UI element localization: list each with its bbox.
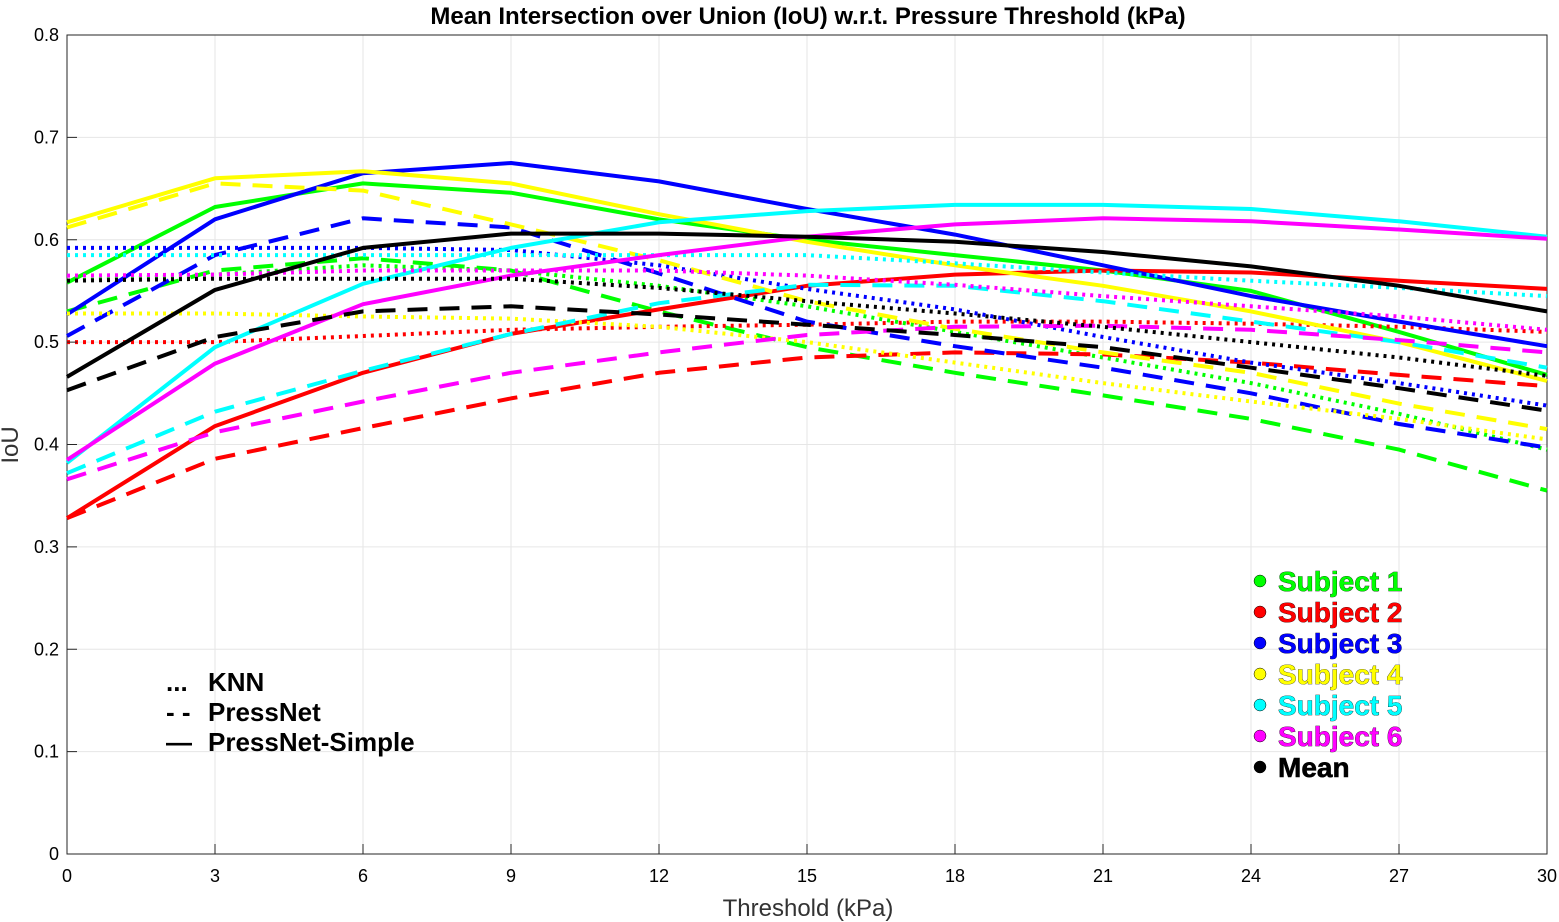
series-line-mean-pressnet: [66, 304, 1548, 413]
style-key-marker: ...: [166, 667, 188, 697]
legend-label: Subject 4: [1278, 659, 1403, 690]
y-axis-label: IoU: [0, 426, 24, 463]
series-line-subject-3-pressnet: [66, 216, 1548, 450]
series-line-subject-5-knn: [67, 253, 1548, 299]
legend-label: Subject 6: [1278, 721, 1402, 752]
series-line-subject-4-pressnet: [66, 181, 1548, 432]
series-line-subject-5-pressnet: [66, 282, 1548, 476]
series-line-subject-3-pressnet-simple: [65, 161, 1548, 349]
x-axis-label: Threshold (kPa): [723, 895, 894, 922]
y-axis-ticks: 0 0.1 0.2 0.3 0.4 0.5 0.6 0.7 0.8: [34, 25, 77, 864]
legend-label: Subject 5: [1278, 690, 1402, 721]
series-line-subject-4-pressnet-simple: [66, 169, 1548, 383]
y-tick-label: 0.4: [34, 435, 59, 455]
legend-marker: [1253, 636, 1267, 650]
y-tick-label: 0.6: [34, 230, 59, 250]
legend-label: Subject 3: [1278, 628, 1402, 659]
y-tick-label: 0.7: [34, 127, 59, 147]
series-line-subject-1-pressnet: [66, 256, 1548, 493]
series-line-subject-6-knn: [66, 268, 1548, 332]
y-tick-label: 0.1: [34, 742, 59, 762]
legend-marker: [1253, 698, 1267, 712]
y-tick-label: 0: [49, 844, 59, 864]
series-line-mean-pressnet-simple: [65, 231, 1548, 379]
style-key-label: KNN: [208, 667, 264, 697]
x-tick-label: 18: [945, 866, 965, 886]
legend-marker: [1253, 574, 1267, 588]
x-axis-ticks: 0 3 6 9 12 15 18 21 24 27 30: [62, 844, 1557, 886]
x-tick-label: 24: [1241, 866, 1261, 886]
legend-marker: [1253, 605, 1267, 619]
y-tick-label: 0.3: [34, 537, 59, 557]
series-line-subject-2-knn: [67, 319, 1548, 345]
legend-marker: [1253, 667, 1267, 681]
series-line-subject-2-pressnet: [66, 350, 1548, 521]
legend-label: Subject 2: [1278, 597, 1402, 628]
style-key-label: PressNet-Simple: [208, 727, 415, 757]
x-tick-label: 0: [62, 866, 72, 886]
series-line-subject-2-pressnet-simple: [65, 268, 1548, 520]
legend-marker: [1253, 729, 1267, 743]
style-key-label: PressNet: [208, 697, 321, 727]
x-tick-label: 3: [210, 866, 220, 886]
x-tick-label: 12: [649, 866, 669, 886]
line-style-key: ... KNN - - PressNet — PressNet-Simple: [166, 667, 415, 757]
series-line-subject-3-knn: [67, 245, 1548, 408]
x-tick-label: 9: [506, 866, 516, 886]
style-key-marker: —: [166, 727, 192, 757]
chart-title: Mean Intersection over Union (IoU) w.r.t…: [430, 3, 1185, 30]
series-lines: [65, 161, 1548, 521]
legend-label: Subject 1: [1278, 566, 1402, 597]
x-tick-label: 21: [1093, 866, 1113, 886]
legend-marker: [1253, 760, 1267, 774]
x-tick-label: 30: [1537, 866, 1557, 886]
y-tick-label: 0.2: [34, 639, 59, 659]
legend-label: Mean: [1278, 752, 1350, 783]
y-tick-label: 0.5: [34, 332, 59, 352]
series-line-subject-5-pressnet-simple: [65, 202, 1548, 465]
x-tick-label: 15: [797, 866, 817, 886]
x-tick-label: 6: [358, 866, 368, 886]
y-tick-label: 0.8: [34, 25, 59, 45]
series-line-subject-6-pressnet: [66, 323, 1548, 482]
x-tick-label: 27: [1389, 866, 1409, 886]
style-key-marker: - -: [166, 697, 191, 727]
